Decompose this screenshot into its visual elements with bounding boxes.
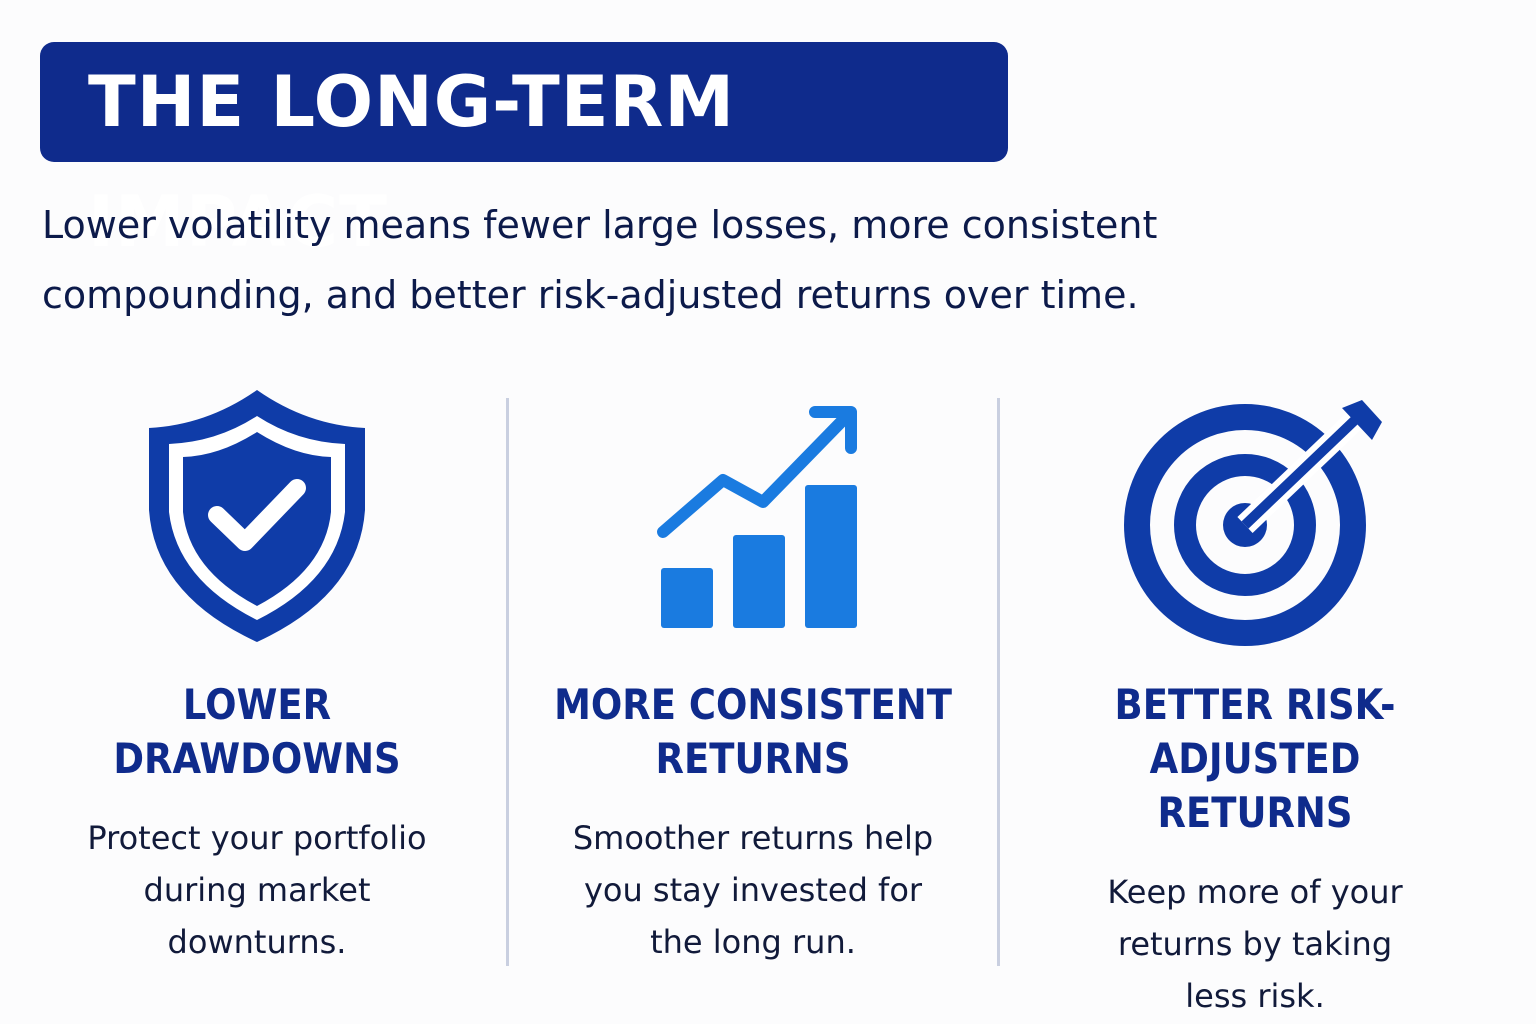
line: Protect your portfolio — [87, 819, 427, 857]
feature-title: MORE CONSISTENT RETURNS — [537, 678, 968, 786]
feature-text: Keep more of your returns by taking less r… — [1010, 866, 1500, 1022]
shield-icon — [149, 390, 365, 642]
line: you stay invested for — [583, 871, 923, 909]
line: the long run. — [650, 923, 856, 961]
line: Keep more of your — [1107, 873, 1403, 911]
line: returns by taking — [1117, 925, 1393, 963]
feature-text: Smoother returns help you stay invested f… — [508, 812, 998, 968]
intro-line: compounding, and better risk-adjusted re… — [42, 273, 1139, 317]
feature: BETTER RISK-ADJUSTED RETURNS Keep more of … — [1010, 380, 1500, 1022]
target-icon — [1124, 400, 1382, 646]
line: downturns. — [167, 923, 347, 961]
line: MORE CONSISTENT — [554, 680, 952, 729]
feature: LOWER DRAWDOWNS Protect your portfolio dur… — [12, 380, 502, 968]
line: LOWER DRAWDOWNS — [113, 680, 401, 783]
line: RETURNS — [1157, 788, 1353, 837]
feature-title: LOWER DRAWDOWNS — [41, 678, 472, 786]
feature-title: BETTER RISK-ADJUSTED RETURNS — [1039, 678, 1470, 840]
intro-line: Lower volatility means fewer large losse… — [42, 203, 1158, 247]
line: less risk. — [1185, 977, 1325, 1015]
line: during market — [143, 871, 371, 909]
line: BETTER RISK-ADJUSTED — [1114, 680, 1396, 783]
intro: Lower volatility means fewer large losse… — [42, 190, 1157, 330]
line: RETURNS — [655, 734, 851, 783]
line: Smoother returns help — [572, 819, 934, 857]
title: THE LONG-TERM IMPACT — [88, 61, 736, 263]
divider — [997, 398, 1000, 966]
divider — [506, 398, 509, 966]
chart-icon — [657, 406, 857, 628]
feature-text: Protect your portfolio during market downt… — [12, 812, 502, 968]
title-banner: THE LONG-TERM IMPACT — [40, 42, 1008, 263]
feature: MORE CONSISTENT RETURNS Smoother returns h… — [508, 380, 998, 968]
